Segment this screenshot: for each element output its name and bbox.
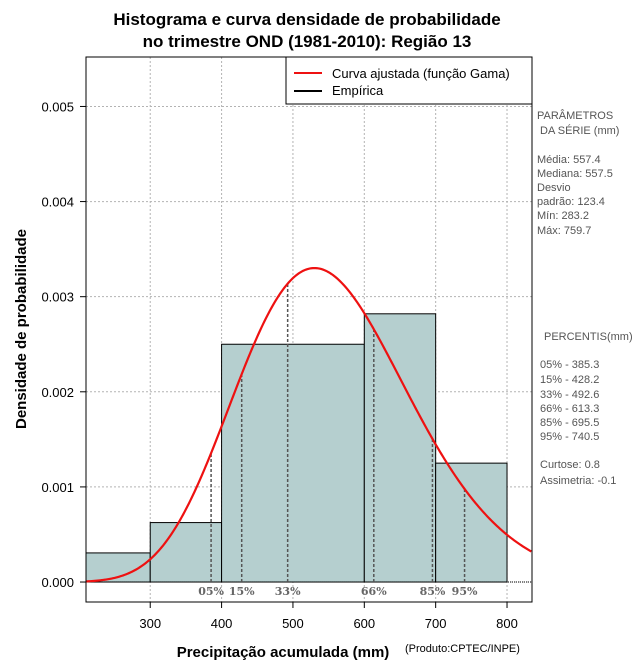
- y-tick-label: 0.004: [41, 195, 74, 210]
- histogram-bars: [86, 313, 532, 583]
- param-mediana: Mediana: 557.5: [537, 168, 613, 180]
- chart-title-line2: no trimestre OND (1981-2010): Região 13: [143, 32, 472, 51]
- histogram-bar: [363, 313, 437, 583]
- percentis-header: PERCENTIS(mm): [544, 331, 633, 343]
- y-tick-label: 0.002: [41, 385, 74, 400]
- gamma-curve: [86, 266, 532, 583]
- chart-title-line1: Histograma e curva densidade de probabil…: [113, 10, 500, 29]
- series-parameters-panel: PARÂMETROS DA SÉRIE (mm) Média: 557.4 Me…: [537, 109, 619, 237]
- percentile-label: 33%: [275, 585, 301, 598]
- param-min: Mín: 283.2: [537, 210, 589, 222]
- x-tick-label: 600: [353, 616, 375, 631]
- percentiles-panel: PERCENTIS(mm) 05% - 385.3 15% - 428.2 33…: [540, 331, 633, 487]
- param-desvio-2: padrão: 123.4: [537, 196, 605, 208]
- y-tick-label: 0.003: [41, 290, 74, 305]
- y-axis: 0.000 0.001 0.002 0.003 0.004 0.005: [41, 99, 86, 590]
- x-tick-label: 500: [282, 616, 304, 631]
- percentile-label: 95%: [452, 585, 478, 598]
- param-media: Média: 557.4: [537, 154, 601, 166]
- histogram-bar: [435, 462, 508, 583]
- percentile-lines: 05% 15% 33% 66% 85% 95%: [198, 283, 478, 598]
- param-desvio-1: Desvio: [537, 182, 571, 194]
- percentil-95: 95% - 740.5: [540, 431, 599, 443]
- x-tick-label: 300: [139, 616, 161, 631]
- percentile-label: 15%: [229, 585, 255, 598]
- product-credit: (Produto:CPTEC/INPE): [405, 643, 520, 655]
- x-tick-label: 400: [211, 616, 233, 631]
- histogram-bar: [221, 343, 365, 583]
- x-tick-label: 700: [425, 616, 447, 631]
- param-max: Máx: 759.7: [537, 225, 591, 237]
- y-tick-label: 0.001: [41, 480, 74, 495]
- y-axis-label: Densidade de probabilidade: [13, 229, 30, 429]
- y-tick-label: 0.005: [41, 99, 74, 114]
- fitted-curve: [86, 266, 532, 583]
- legend: Curva ajustada (função Gama) Empírica: [285, 56, 533, 105]
- x-axis: 300 400 500 600 700 800: [139, 602, 518, 631]
- params-header-2: DA SÉRIE (mm): [540, 124, 619, 137]
- y-tick-label: 0.000: [41, 575, 74, 590]
- legend-label-empirical: Empírica: [332, 83, 384, 98]
- legend-box: [285, 56, 533, 105]
- stat-assimetria: Assimetria: -0.1: [540, 475, 616, 487]
- histogram-bar: [149, 522, 223, 583]
- percentil-05: 05% - 385.3: [540, 359, 599, 371]
- percentile-label: 85%: [420, 585, 446, 598]
- percentil-33: 33% - 492.6: [540, 389, 599, 401]
- x-tick-label: 800: [496, 616, 518, 631]
- percentil-85: 85% - 695.5: [540, 417, 599, 429]
- percentile-label: 66%: [361, 585, 387, 598]
- percentile-label: 05%: [198, 585, 224, 598]
- legend-label-fitted: Curva ajustada (função Gama): [332, 66, 510, 81]
- percentil-15: 15% - 428.2: [540, 374, 599, 386]
- params-header-1: PARÂMETROS: [537, 109, 613, 122]
- percentil-66: 66% - 613.3: [540, 403, 599, 415]
- stat-curtose: Curtose: 0.8: [540, 459, 600, 471]
- x-axis-label: Precipitação acumulada (mm): [177, 644, 390, 660]
